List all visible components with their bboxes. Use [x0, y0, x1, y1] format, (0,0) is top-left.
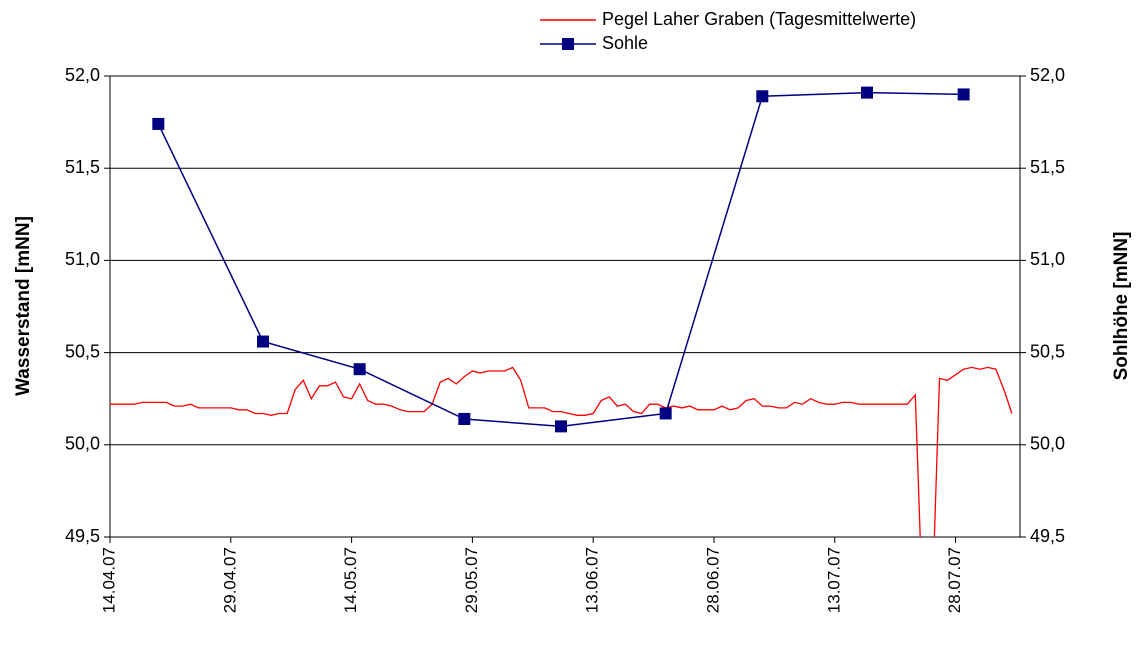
marker [957, 88, 970, 101]
x-tick-label: 28.07.07 [945, 547, 964, 613]
x-tick-label: 14.05.07 [341, 547, 360, 613]
series-line [110, 366, 1013, 537]
x-tick-label: 13.06.07 [583, 547, 602, 613]
marker [860, 86, 873, 99]
y-tick-label: 51,5 [65, 157, 100, 177]
plot-border [109, 75, 1021, 538]
x-tick-label: 14.04.07 [99, 547, 118, 613]
y-tick-label: 51,0 [65, 249, 100, 269]
y-tick-label: 52,0 [65, 65, 100, 85]
x-tick-label: 29.04.07 [220, 547, 239, 613]
marker [152, 117, 165, 130]
marker [257, 335, 270, 348]
marker [353, 363, 366, 376]
y2-tick-label: 50,0 [1030, 434, 1065, 454]
x-tick-label: 13.07.07 [824, 547, 843, 613]
y2-axis-title: Sohlhöhe [mNN] [1111, 232, 1132, 381]
x-tick-label: 28.06.07 [703, 547, 722, 613]
marker [756, 90, 769, 103]
legend-label: Pegel Laher Graben (Tagesmittelwerte) [602, 9, 916, 29]
y2-tick-label: 51,5 [1030, 157, 1065, 177]
marker [458, 412, 471, 425]
y-tick-label: 49,5 [65, 526, 100, 546]
y2-tick-label: 50,5 [1030, 341, 1065, 361]
series-line [157, 91, 964, 428]
y2-tick-label: 52,0 [1030, 65, 1065, 85]
x-tick-label: 29.05.07 [462, 547, 481, 613]
plot-area [110, 91, 1013, 537]
legend-label: Sohle [602, 33, 648, 53]
y-tick-label: 50,0 [65, 434, 100, 454]
legend-marker [562, 38, 574, 50]
marker [554, 420, 567, 433]
marker [659, 407, 672, 420]
y-tick-label: 50,5 [65, 341, 100, 361]
y2-tick-label: 51,0 [1030, 249, 1065, 269]
y2-tick-label: 49,5 [1030, 526, 1065, 546]
y-axis-title: Wasserstand [mNN] [13, 216, 34, 396]
